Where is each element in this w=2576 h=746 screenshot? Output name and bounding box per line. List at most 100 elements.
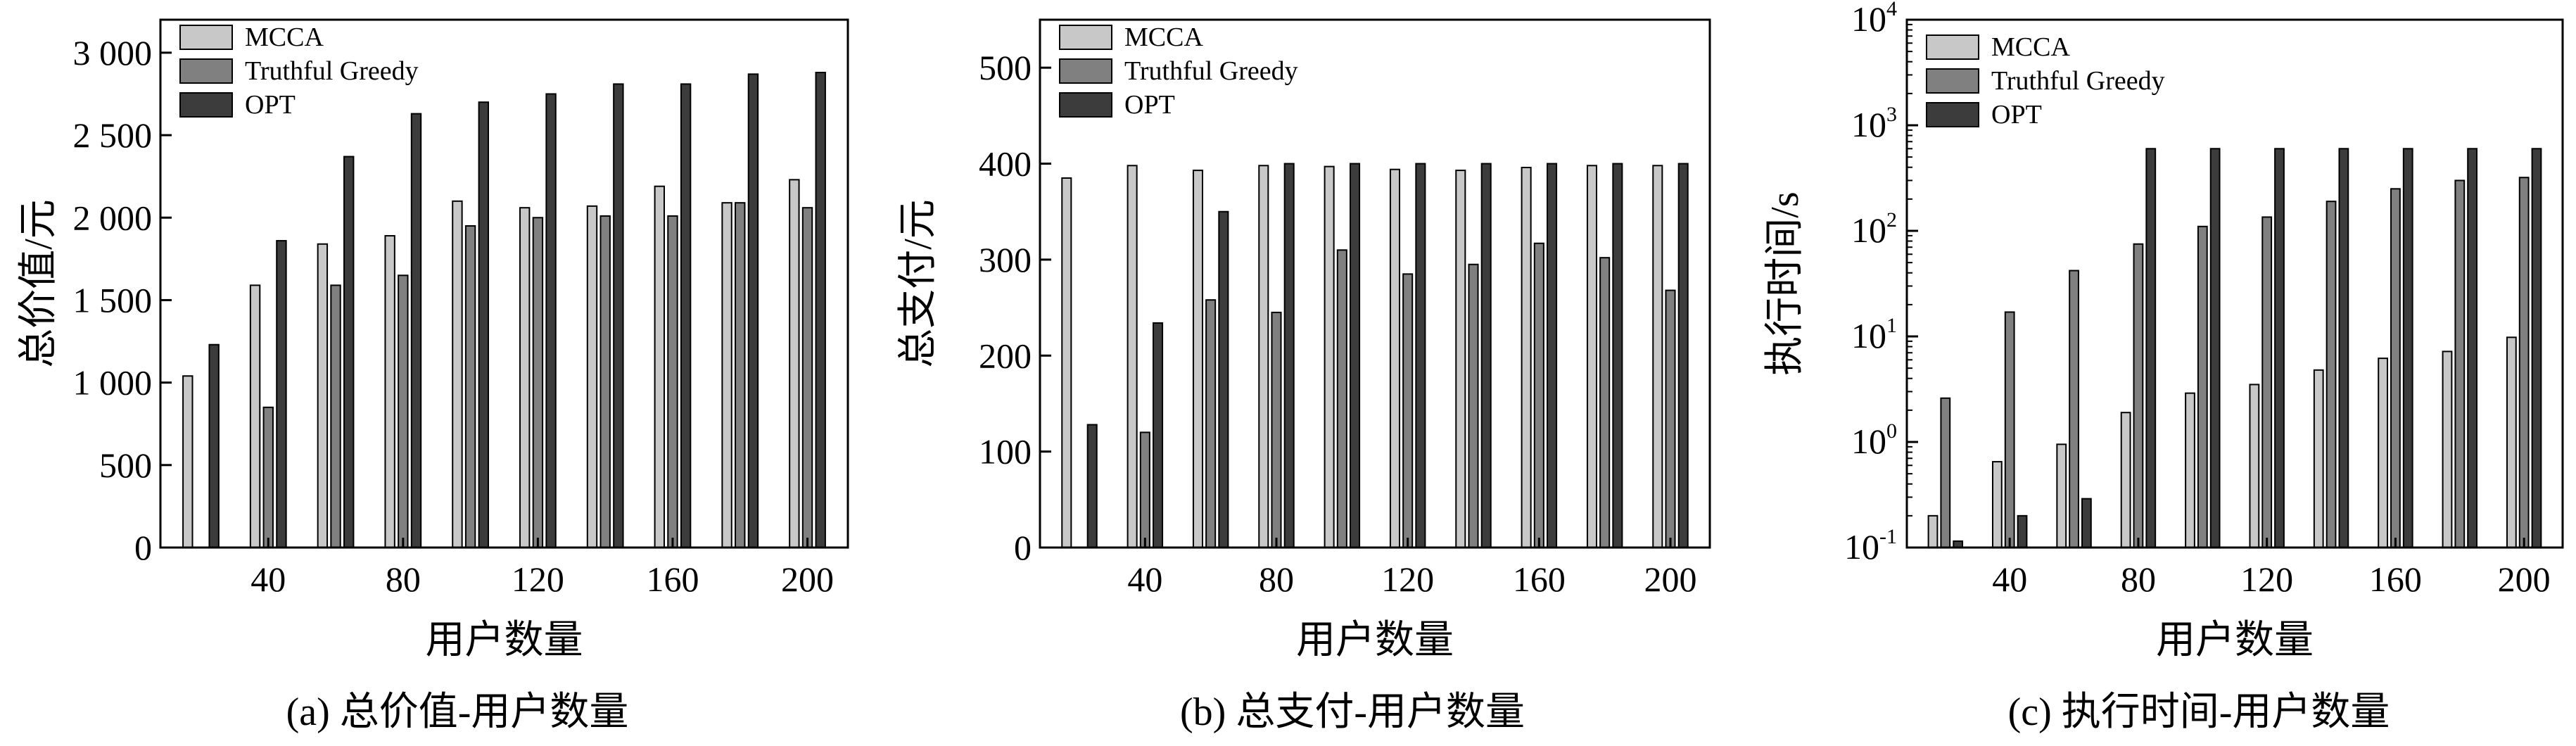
bar-opt-160 (1547, 163, 1558, 548)
bar-mcca-20 (1927, 514, 1939, 549)
x-tick-label: 200 (1644, 560, 1697, 599)
bar-opt-80 (410, 113, 422, 548)
plot-frame (1905, 18, 2564, 549)
bar-opt-100 (2209, 148, 2221, 549)
y-tick-label: 400 (979, 144, 1032, 184)
y-tick-exponent: 3 (1886, 103, 1897, 126)
x-tick-label: 200 (781, 560, 834, 599)
bar-truthful-greedy-180 (2454, 179, 2466, 548)
legend-label: Truthful Greedy (245, 56, 419, 86)
bar-opt-160 (2402, 148, 2413, 549)
bar-opt-100 (1350, 163, 1361, 548)
legend-swatch-truthful-greedy (1059, 58, 1112, 84)
y-tick-label: 500 (979, 48, 1032, 87)
bar-truthful-greedy-80 (2133, 243, 2144, 548)
bar-truthful-greedy-60 (330, 284, 341, 548)
y-tick-exponent: 1 (1886, 314, 1897, 337)
legend-swatch-mcca (179, 25, 233, 50)
bar-mcca-100 (452, 200, 463, 548)
bar-opt-100 (478, 101, 489, 548)
bar-truthful-greedy-60 (1205, 299, 1217, 548)
bar-opt-60 (1218, 210, 1229, 548)
legend: MCCA Truthful Greedy OPT (179, 23, 419, 120)
bar-truthful-greedy-40 (262, 406, 274, 548)
bar-truthful-greedy-20 (1940, 397, 1951, 548)
x-tick-label: 120 (512, 560, 564, 599)
bar-mcca-60 (1192, 170, 1204, 549)
legend-label: Truthful Greedy (1124, 56, 1298, 86)
bar-truthful-greedy-40 (1139, 431, 1150, 549)
bar-mcca-60 (317, 243, 329, 548)
bar-mcca-80 (2120, 412, 2131, 548)
bar-opt-180 (747, 73, 759, 548)
bar-mcca-180 (721, 202, 732, 548)
y-tick-base: 10 (1851, 316, 1886, 355)
legend-swatch-mcca (1059, 25, 1112, 50)
x-tick-label: 80 (1259, 560, 1294, 599)
bar-mcca-100 (2185, 392, 2195, 549)
chart-caption: (a) 总价值-用户数量 (286, 690, 629, 734)
y-tick-label: 2 500 (73, 115, 153, 155)
y-tick-label: 0 (1014, 528, 1032, 567)
chart-caption: (b) 总支付-用户数量 (1180, 690, 1525, 734)
bar-opt-180 (2467, 148, 2478, 549)
x-tick-label: 80 (386, 560, 421, 599)
legend-label: MCCA (245, 23, 324, 52)
bar-opt-80 (2145, 148, 2157, 549)
y-tick-label: 0 (134, 528, 152, 567)
bar-truthful-greedy-160 (1533, 242, 1544, 548)
bar-opt-140 (613, 83, 624, 548)
bar-mcca-120 (2249, 384, 2260, 548)
legend-label: MCCA (1124, 23, 1203, 52)
y-tick-label: 3 000 (73, 33, 153, 72)
y-tick-base: 10 (1851, 105, 1886, 144)
bar-opt-140 (1480, 163, 1492, 548)
y-tick-label: 102 (1851, 208, 1897, 250)
bar-opt-40 (2017, 514, 2028, 549)
y-tick-label: 101 (1851, 314, 1897, 355)
y-tick-label: 2 000 (73, 198, 153, 237)
legend-swatch-opt (1059, 92, 1112, 118)
bar-opt-80 (1283, 163, 1295, 548)
plot-frame (1039, 18, 1711, 549)
bar-opt-160 (680, 83, 692, 548)
bar-truthful-greedy-100 (1336, 249, 1347, 548)
bar-mcca-80 (384, 235, 395, 548)
bar-truthful-greedy-160 (667, 215, 678, 548)
y-tick-label: 500 (99, 445, 152, 485)
y-tick-exponent: 0 (1886, 419, 1897, 443)
x-axis-label: 用户数量 (1296, 619, 1454, 662)
bar-mcca-200 (2506, 336, 2517, 548)
x-tick-label: 80 (2121, 560, 2156, 599)
bar-truthful-greedy-200 (801, 207, 813, 548)
bar-truthful-greedy-200 (2518, 177, 2530, 549)
bar-mcca-80 (1258, 165, 1269, 549)
bar-mcca-60 (2056, 443, 2067, 548)
bar-mcca-160 (2378, 358, 2389, 548)
bar-opt-60 (343, 156, 355, 548)
legend: MCCA Truthful Greedy OPT (1926, 32, 2165, 129)
bar-truthful-greedy-140 (599, 215, 611, 548)
legend-swatch-opt (1926, 102, 1979, 127)
y-tick-exponent: 2 (1886, 208, 1897, 232)
x-tick-label: 160 (2369, 560, 2422, 599)
chart-a: 0 500 1 000 1 500 2 000 2 500 3 000 40 80 120 160 2… (17, 18, 849, 734)
bar-opt-40 (1153, 322, 1164, 548)
bar-truthful-greedy-120 (1402, 273, 1414, 548)
bar-mcca-20 (1061, 177, 1072, 548)
legend-label: OPT (1991, 100, 2042, 129)
y-tick-label: 300 (979, 240, 1032, 279)
bar-opt-20 (1086, 424, 1098, 548)
bar-mcca-120 (1389, 168, 1401, 548)
y-tick-label: 104 (1851, 0, 1897, 39)
bar-truthful-greedy-60 (2069, 270, 2079, 548)
bar-mcca-200 (1652, 165, 1663, 549)
bar-opt-200 (1677, 163, 1689, 548)
bar-truthful-greedy-160 (2390, 188, 2401, 548)
bar-opt-60 (2081, 498, 2092, 549)
bar-mcca-160 (1521, 167, 1532, 548)
x-tick-label: 40 (250, 560, 286, 599)
bar-truthful-greedy-100 (464, 225, 476, 548)
